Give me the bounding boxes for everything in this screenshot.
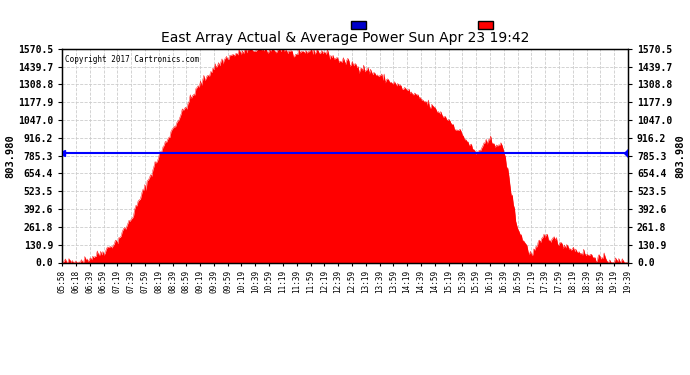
Y-axis label: 803.980: 803.980: [675, 134, 685, 177]
Title: East Array Actual & Average Power Sun Apr 23 19:42: East Array Actual & Average Power Sun Ap…: [161, 31, 529, 45]
Legend: Average (DC Watts), East Array (DC Watts): Average (DC Watts), East Array (DC Watts…: [348, 17, 623, 33]
Text: Copyright 2017 Cartronics.com: Copyright 2017 Cartronics.com: [65, 55, 199, 64]
Y-axis label: 803.980: 803.980: [5, 134, 15, 177]
